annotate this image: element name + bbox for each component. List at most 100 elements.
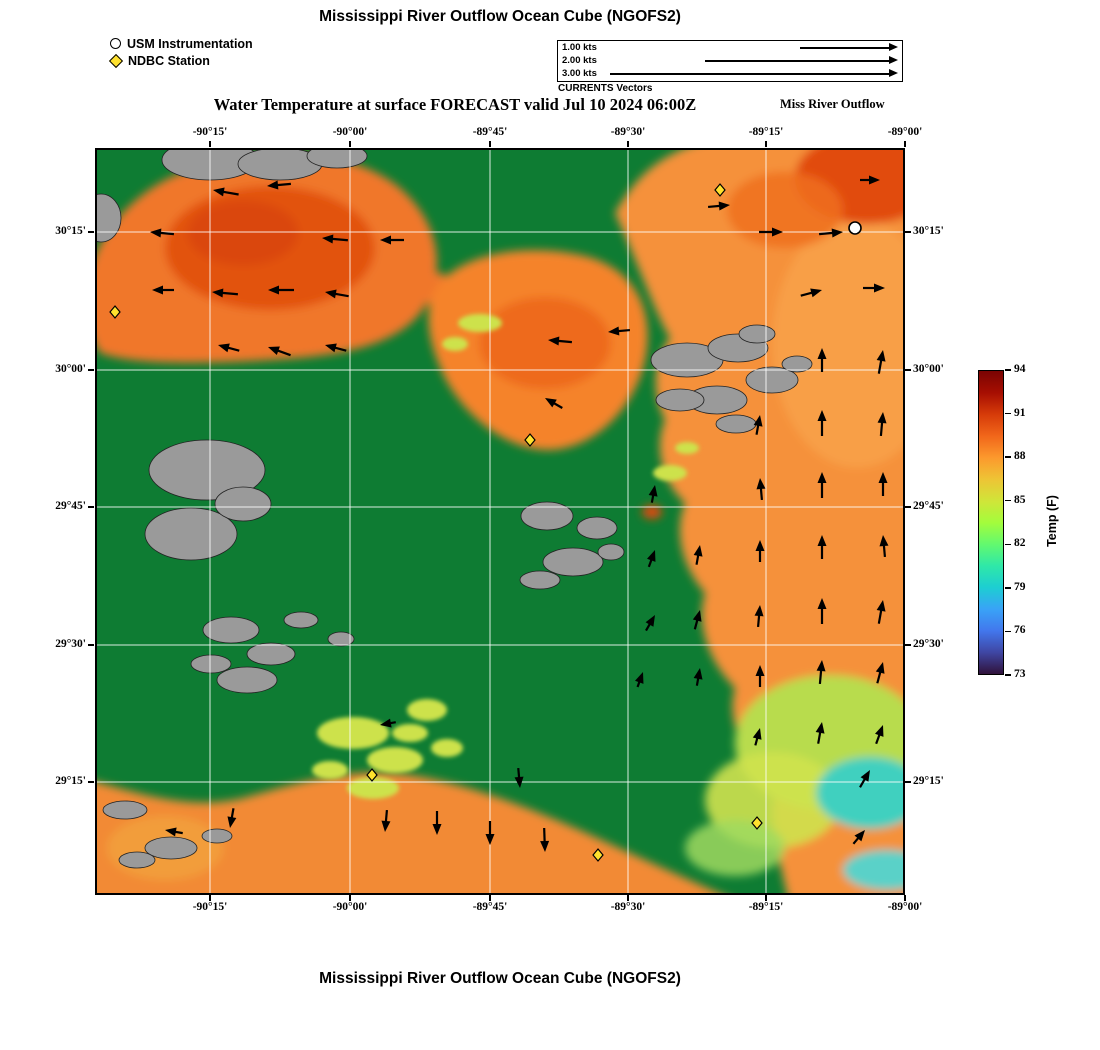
gray-land-patches <box>95 148 813 869</box>
current-vector-arrow <box>752 728 762 746</box>
current-vector-arrow <box>817 598 827 624</box>
current-vector-arrow <box>150 228 175 238</box>
current-vector-arrow <box>647 550 656 568</box>
current-vector-arrow <box>875 725 884 745</box>
current-vector-arrow <box>817 410 827 436</box>
hot-core-pontchartrain <box>188 201 298 265</box>
current-vector-arrow <box>635 672 644 688</box>
axis-tick-top <box>904 141 906 147</box>
current-vector-arrow <box>645 615 655 632</box>
map-border <box>95 148 905 895</box>
current-vector-arrow <box>227 808 237 828</box>
current-vector-arrow <box>325 343 347 353</box>
current-vector-arrow <box>693 545 703 565</box>
current-vector-arrow <box>817 348 827 372</box>
ndbc-station-marker <box>109 305 121 319</box>
current-vector-arrow <box>815 722 825 744</box>
ndbc-diamond-icon <box>108 53 124 68</box>
forecast-subtitle: Water Temperature at surface FORECAST va… <box>213 95 697 114</box>
axis-tick-top <box>765 141 767 147</box>
current-vector-arrow <box>432 811 442 835</box>
figure-title-bottom: Mississippi River Outflow Ocean Cube (NG… <box>319 970 681 987</box>
vector-legend-speed-label: 1.00 kts <box>562 42 597 53</box>
cool-green-patch <box>685 820 785 876</box>
current-vector-arrow <box>707 201 730 211</box>
current-vector-arrow <box>877 412 887 437</box>
ndbc-legend-label: NDBC Station <box>128 53 210 68</box>
current-vector-arrow <box>879 535 889 558</box>
vector-legend-arrowhead-icon <box>889 56 898 64</box>
usm-circle-icon <box>110 38 121 49</box>
axis-tick-left <box>88 506 94 508</box>
axis-tick-right <box>905 506 911 508</box>
vector-legend-row: 1.00 kts <box>558 41 902 54</box>
axis-tick-bottom <box>349 895 351 901</box>
colorbar <box>978 370 1004 675</box>
axis-tick-right <box>905 231 911 233</box>
colorbar-tick-label: 94 <box>1014 363 1026 375</box>
current-vector-arrow <box>212 288 238 298</box>
current-vector-arrow <box>548 336 573 346</box>
colorbar-tick-label: 82 <box>1014 537 1026 550</box>
axis-tick-bottom <box>904 895 906 901</box>
current-vector-arrow <box>381 809 391 832</box>
lat-tick-label-right: 29°30' <box>913 638 944 650</box>
vector-legend-speed-label: 2.00 kts <box>562 55 597 66</box>
current-vector-arrow <box>876 600 886 624</box>
marsh-water-patches <box>312 314 699 799</box>
current-vector-arrow <box>213 187 239 197</box>
current-vector-arrow <box>268 346 291 357</box>
lon-tick-label-bottom: -89°30' <box>610 901 646 913</box>
usm-legend-label: USM Instrumentation <box>127 36 253 51</box>
current-vector-arrow <box>816 660 826 685</box>
hot-spot <box>642 505 662 519</box>
current-vector-arrow <box>860 175 880 185</box>
region-label: Miss River Outflow <box>780 97 885 111</box>
colorbar-tick-label: 73 <box>1014 668 1026 680</box>
current-vector-arrow <box>754 605 764 628</box>
lon-tick-label-bottom: -90°15' <box>192 901 228 913</box>
sound-light-orange <box>772 218 905 468</box>
current-vector-arrow <box>218 343 240 353</box>
current-vector-arrow <box>863 283 885 293</box>
current-vector-arrow <box>878 472 888 496</box>
colorbar-tick-label: 91 <box>1014 406 1026 419</box>
sound-warm-patch <box>727 172 843 248</box>
vector-legend-speed-label: 3.00 kts <box>562 68 597 79</box>
colorbar-tick-label: 79 <box>1014 580 1026 593</box>
stations <box>109 183 862 862</box>
vector-legend-arrowhead-icon <box>889 43 898 51</box>
ndbc-station-marker <box>714 183 726 197</box>
lat-tick-label-right: 29°45' <box>913 500 944 512</box>
axis-tick-left <box>88 369 94 371</box>
ndbc-station-marker <box>366 768 378 782</box>
vector-legend-line <box>610 73 890 75</box>
axis-tick-left <box>88 644 94 646</box>
colorbar-tick <box>1005 543 1011 546</box>
axis-tick-top <box>627 141 629 147</box>
vector-legend-row: 3.00 kts <box>558 67 902 80</box>
ndbc-legend-row: NDBC Station <box>108 52 253 69</box>
cool-cyan-patch <box>816 757 905 829</box>
usm-station-marker <box>848 221 862 235</box>
axis-tick-bottom <box>627 895 629 901</box>
marker-legend: USM Instrumentation NDBC Station <box>108 35 253 69</box>
lon-tick-label-top: -90°00' <box>332 126 368 138</box>
axis-tick-left <box>88 231 94 233</box>
current-vector-arrow <box>485 821 495 845</box>
lat-tick-label-right: 30°00' <box>913 363 944 375</box>
ndbc-station-marker <box>592 848 604 862</box>
current-vector-arrow <box>322 234 348 244</box>
colorbar-tick-label: 85 <box>1014 493 1026 506</box>
graticule <box>95 148 905 895</box>
current-vector-arrow <box>817 472 827 498</box>
lon-tick-label-top: -89°30' <box>610 126 646 138</box>
cool-cyan-patch-2 <box>843 850 905 890</box>
current-vector-arrow <box>165 827 183 837</box>
lat-tick-label-right: 29°15' <box>913 775 944 787</box>
warm-core-borgne <box>479 297 611 389</box>
vector-legend-row: 2.00 kts <box>558 54 902 67</box>
colorbar-tick <box>1005 587 1011 589</box>
vector-legend-caption: CURRENTS Vectors <box>558 83 653 94</box>
map-plot[interactable] <box>95 148 905 895</box>
